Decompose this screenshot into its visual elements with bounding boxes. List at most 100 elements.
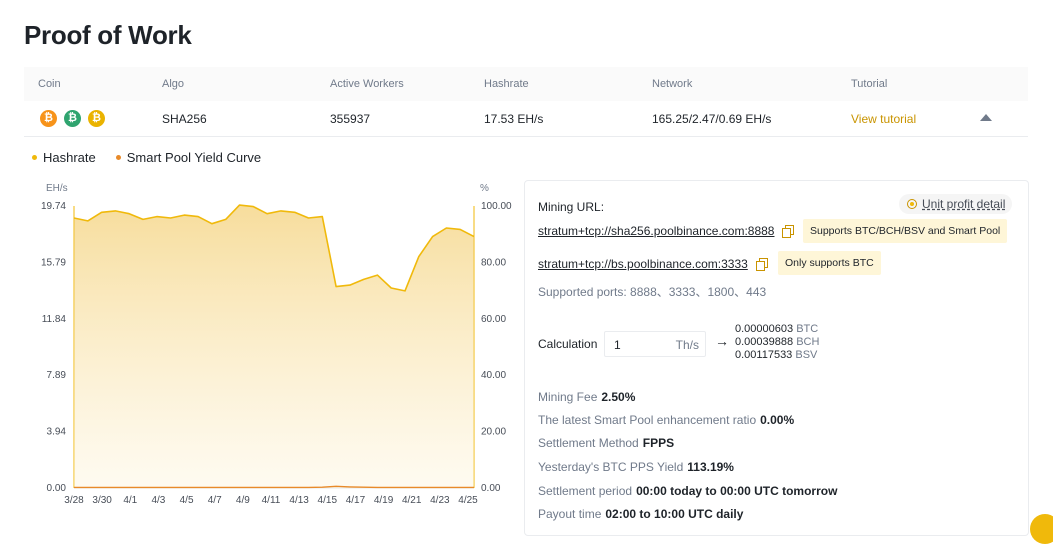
hashrate-area xyxy=(74,205,474,488)
stat-mining-fee: Mining Fee 2.50% xyxy=(538,390,635,404)
arrow-right-icon: → xyxy=(715,333,729,349)
right-tick-label: 0.00 xyxy=(481,483,501,494)
unit-profit-label: Unit profit detail xyxy=(922,197,1006,211)
stat-value: 02:00 to 10:00 UTC daily xyxy=(605,507,744,521)
table-row-sha256[interactable]: ₿ ₿ ₿ SHA256 355937 17.53 EH/s 165.25/2.… xyxy=(24,101,1028,137)
result-value: 0.00039888 xyxy=(735,336,794,348)
stat-value: 00:00 today to 00:00 UTC tomorrow xyxy=(636,484,838,498)
stat-settlement-method: Settlement Method FPPS xyxy=(538,436,674,450)
x-tick-label: 4/5 xyxy=(180,495,194,506)
x-tick-label: 4/7 xyxy=(208,495,222,506)
result-value: 0.00000603 xyxy=(735,323,794,335)
legend-dot-icon xyxy=(32,155,37,160)
right-tick-label: 40.00 xyxy=(481,370,506,381)
x-tick-label: 4/3 xyxy=(151,495,165,506)
supported-ports: Supported ports: 8888、3333、1800、443 xyxy=(538,285,767,299)
x-tick-label: 4/13 xyxy=(289,495,309,506)
header-algo: Algo xyxy=(162,78,185,90)
header-hashrate: Hashrate xyxy=(484,78,529,90)
x-tick-label: 4/9 xyxy=(236,495,250,506)
stat-value: 0.00% xyxy=(760,413,795,427)
legend-label-yield: Smart Pool Yield Curve xyxy=(126,150,262,165)
unit-profit-detail-button[interactable]: Unit profit detail xyxy=(899,194,1013,214)
stat-value: FPPS xyxy=(642,436,675,450)
stat-settlement-period: Settlement period 00:00 today to 00:00 UT… xyxy=(538,484,837,498)
support-chat-button[interactable] xyxy=(1030,514,1053,544)
legend-label-hashrate: Hashrate xyxy=(43,150,96,165)
stat-label: Settlement period xyxy=(538,484,633,498)
calc-result-btc: 0.00000603 BTC xyxy=(735,323,818,335)
mining-info-panel: Mining URL: Unit profit detail stratum+t… xyxy=(524,180,1029,536)
legend-item-hashrate[interactable]: Hashrate xyxy=(32,150,96,165)
view-tutorial-link[interactable]: View tutorial xyxy=(851,112,917,126)
x-tick-label: 4/21 xyxy=(402,495,422,506)
x-tick-label: 4/19 xyxy=(374,495,394,506)
right-tick-label: 60.00 xyxy=(481,314,506,325)
x-tick-label: 4/25 xyxy=(458,495,478,506)
legend-dot-icon xyxy=(115,155,121,160)
right-tick-label: 80.00 xyxy=(481,257,506,268)
mining-url-2[interactable]: stratum+tcp://bs.poolbinance.com:3333 xyxy=(538,257,748,271)
calc-unit: Th/s xyxy=(675,338,699,352)
mining-url-1[interactable]: stratum+tcp://sha256.poolbinance.com:888… xyxy=(538,224,775,238)
mining-url-label: Mining URL: xyxy=(538,200,605,214)
right-axis-unit: % xyxy=(480,183,489,194)
algo-value: SHA256 xyxy=(162,112,207,126)
header-coin: Coin xyxy=(38,78,61,90)
bsv-icon: ₿ xyxy=(88,110,105,127)
stat-value: 113.19% xyxy=(687,460,734,474)
legend-item-yield[interactable]: Smart Pool Yield Curve xyxy=(115,150,262,165)
stat-value: 2.50% xyxy=(601,390,636,404)
stat-enhancement-ratio: The latest Smart Pool enhancement ratio 0… xyxy=(538,413,794,427)
page-title: Proof of Work xyxy=(24,20,192,50)
left-tick-label: 11.84 xyxy=(42,314,67,325)
stat-pps-yield: Yesterday's BTC PPS Yield 113.19% xyxy=(538,460,734,474)
left-tick-label: 0.00 xyxy=(47,483,67,494)
stat-label: Settlement Method xyxy=(538,436,639,450)
right-tick-label: 100.00 xyxy=(481,201,512,212)
header-tutorial: Tutorial xyxy=(851,78,888,90)
stat-label: Mining Fee xyxy=(538,390,598,404)
left-tick-label: 3.94 xyxy=(47,427,67,438)
bch-icon: ₿ xyxy=(64,110,81,127)
result-currency: BSV xyxy=(795,349,818,361)
result-currency: BTC xyxy=(796,323,819,335)
hashrate-line xyxy=(73,204,475,292)
stat-label: The latest Smart Pool enhancement ratio xyxy=(538,413,757,427)
calc-result-bch: 0.00039888 BCH xyxy=(735,336,819,348)
x-tick-label: 4/1 xyxy=(123,495,137,506)
left-tick-label: 19.74 xyxy=(41,201,66,212)
x-tick-label: 4/11 xyxy=(262,495,281,506)
hashrate-calc-input[interactable]: 1 Th/s xyxy=(604,331,706,357)
left-tick-label: 15.79 xyxy=(41,257,66,268)
left-axis-unit: EH/s xyxy=(46,183,68,194)
result-currency: BCH xyxy=(796,336,820,348)
chart-legend: Hashrate Smart Pool Yield Curve xyxy=(32,150,261,165)
active-workers-value: 355937 xyxy=(330,112,371,126)
url-tag-2: Only supports BTC xyxy=(778,251,881,275)
header-active-workers: Active Workers xyxy=(330,78,404,90)
hashrate-chart: EH/s % 19.74 15.79 11.84 7.89 3.94 0.00 100.00 80… xyxy=(41,183,512,506)
result-value: 0.00117533 xyxy=(735,349,793,361)
btc-icon: ₿ xyxy=(40,110,57,127)
stat-label: Yesterday's BTC PPS Yield xyxy=(538,460,684,474)
x-tick-label: 3/28 xyxy=(64,495,84,506)
network-value: 165.25/2.47/0.69 EH/s xyxy=(652,112,772,126)
calculation-label: Calculation xyxy=(538,337,598,351)
calc-input-value: 1 xyxy=(614,338,621,352)
collapse-caret-icon[interactable] xyxy=(980,114,992,121)
header-network: Network xyxy=(652,78,693,90)
yield-line xyxy=(74,485,474,489)
pool-table-header: Coin Algo Active Workers Hashrate Networ… xyxy=(24,67,1028,101)
copy-icon[interactable] xyxy=(782,225,794,238)
left-tick-label: 7.89 xyxy=(47,370,67,381)
info-dot-icon xyxy=(907,199,917,209)
hashrate-value: 17.53 EH/s xyxy=(484,112,544,126)
x-tick-label: 4/15 xyxy=(318,495,338,506)
stat-payout-time: Payout time 02:00 to 10:00 UTC daily xyxy=(538,507,743,521)
url-tag-1: Supports BTC/BCH/BSV and Smart Pool xyxy=(803,219,1008,243)
x-tick-label: 3/30 xyxy=(92,495,112,506)
copy-icon[interactable] xyxy=(756,258,768,271)
right-tick-label: 20.00 xyxy=(481,427,506,438)
x-tick-label: 4/17 xyxy=(346,495,366,506)
